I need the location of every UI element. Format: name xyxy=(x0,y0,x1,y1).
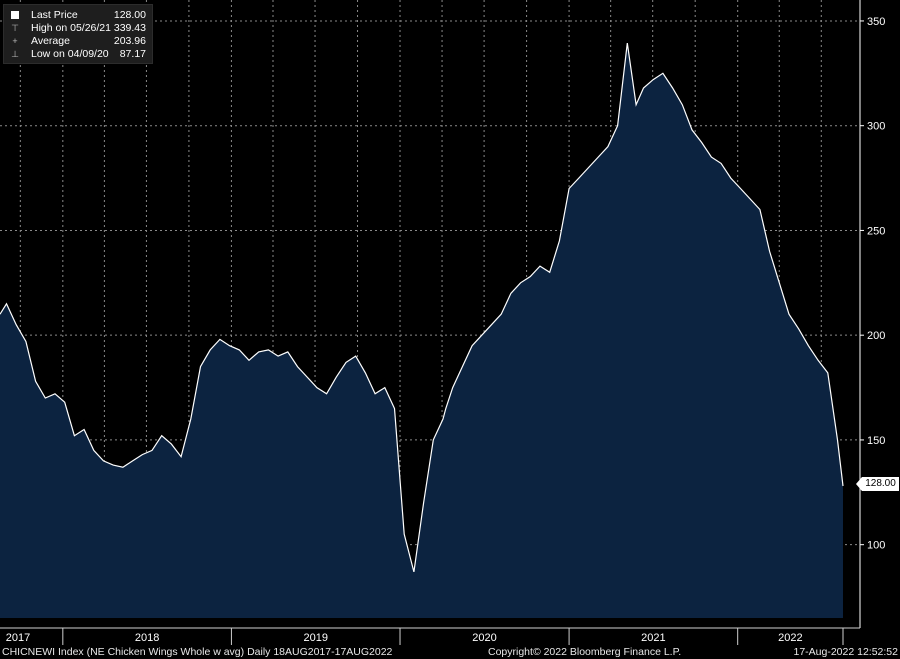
last-price-badge: 128.00 xyxy=(856,477,899,491)
average-marker-icon: + xyxy=(12,36,18,46)
price-area xyxy=(0,43,843,619)
y-tick-label: 200 xyxy=(867,330,885,342)
y-tick-label: 250 xyxy=(867,225,885,237)
low-marker-icon: ⊥ xyxy=(11,49,19,59)
y-tick-label: 350 xyxy=(867,16,885,28)
legend-low-label: Low on 04/09/20 xyxy=(31,48,109,60)
x-tick-label: 2020 xyxy=(472,632,496,644)
x-tick-label: 2021 xyxy=(641,632,665,644)
footer-ticker: CHICNEWI Index (NE Chicken Wings Whole w… xyxy=(2,646,393,658)
y-tick-label: 150 xyxy=(867,435,885,447)
legend-low-value: 87.17 xyxy=(119,48,146,60)
legend-low: ⊥ Low on 04/09/20 87.17 xyxy=(10,48,148,61)
x-tick-label: 2018 xyxy=(135,632,159,644)
legend-last-price-value: 128.00 xyxy=(113,9,146,21)
x-tick-label: 2019 xyxy=(303,632,327,644)
legend-last-price: Last Price 128.00 xyxy=(10,9,148,22)
last-price-square-icon xyxy=(10,9,20,23)
y-tick-label: 100 xyxy=(867,540,885,552)
chart-legend: Last Price 128.00 ⊤ High on 05/26/21 339… xyxy=(3,4,153,64)
legend-high: ⊤ High on 05/26/21 339.43 xyxy=(10,22,148,35)
x-axis-ticks: 2017 2018 2019 2020 2021 2022 xyxy=(6,628,844,645)
chart-footer: CHICNEWI Index (NE Chicken Wings Whole w… xyxy=(0,645,900,659)
x-tick-label: 2022 xyxy=(778,632,802,644)
price-line xyxy=(0,43,844,573)
high-marker-icon: ⊤ xyxy=(11,23,19,33)
legend-average-label: Average xyxy=(31,35,70,47)
legend-average: + Average 203.96 xyxy=(10,35,148,48)
legend-average-value: 203.96 xyxy=(113,35,146,47)
legend-high-label: High on 05/26/21 xyxy=(31,22,111,34)
x-tick-label: 2017 xyxy=(6,632,30,644)
y-axis-ticks: 100 150 200 250 300 350 xyxy=(860,16,885,552)
y-tick-label: 300 xyxy=(867,121,885,133)
legend-high-value: 339.43 xyxy=(113,22,146,34)
footer-copyright: Copyright© 2022 Bloomberg Finance L.P. xyxy=(488,646,682,658)
footer-timestamp: 17-Aug-2022 12:52:52 xyxy=(793,646,898,658)
legend-last-price-label: Last Price xyxy=(31,9,78,21)
